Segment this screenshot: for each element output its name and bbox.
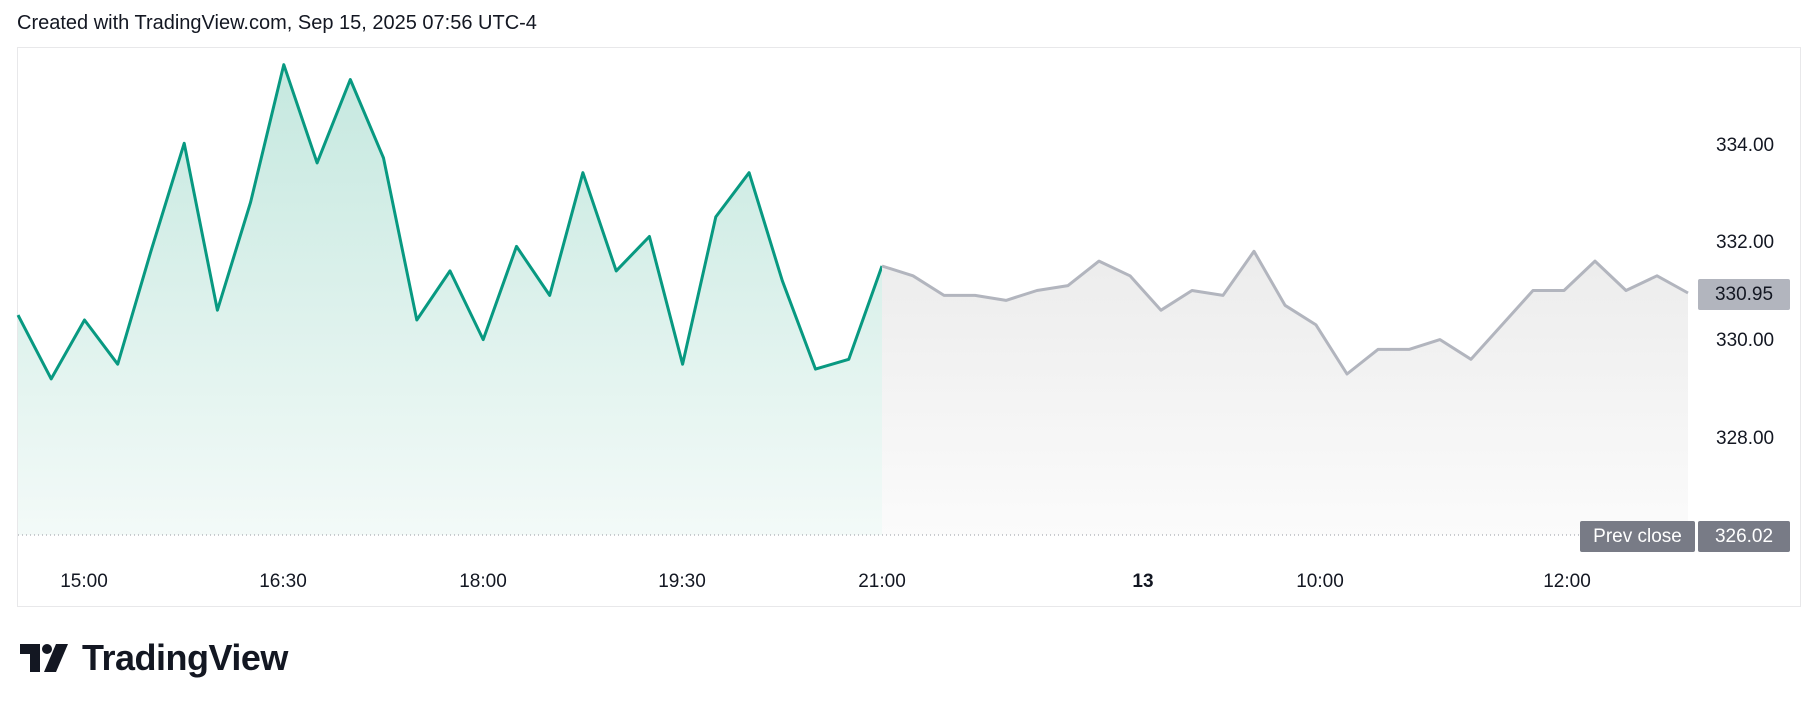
extended-session-area — [882, 251, 1688, 536]
regular-session-area — [18, 64, 882, 535]
tradingview-logo[interactable]: TradingView — [20, 637, 288, 678]
x-tick-label: 13 — [1132, 571, 1154, 592]
chart-attribution: Created with TradingView.com, Sep 15, 20… — [17, 12, 537, 34]
x-tick-label: 10:00 — [1296, 571, 1344, 592]
chart-frame[interactable] — [17, 47, 1801, 607]
y-tick-label: 334.00 — [1716, 135, 1775, 156]
y-tick-label: 328.00 — [1716, 428, 1775, 449]
y-tick-label: 330.00 — [1716, 330, 1775, 351]
x-tick-label: 15:00 — [60, 571, 108, 592]
x-tick-label: 21:00 — [858, 571, 906, 592]
y-tick-label: 332.00 — [1716, 232, 1775, 253]
tradingview-logo-icon — [20, 644, 68, 672]
last-price-badge: 330.95 — [1698, 279, 1790, 310]
brand-name: TradingView — [82, 637, 288, 678]
prev-close-value: 326.02 — [1698, 521, 1790, 552]
x-tick-label: 18:00 — [459, 571, 507, 592]
prev-close-label: Prev close — [1580, 521, 1695, 552]
x-tick-label: 12:00 — [1543, 571, 1591, 592]
x-tick-label: 16:30 — [259, 571, 307, 592]
x-tick-label: 19:30 — [658, 571, 706, 592]
